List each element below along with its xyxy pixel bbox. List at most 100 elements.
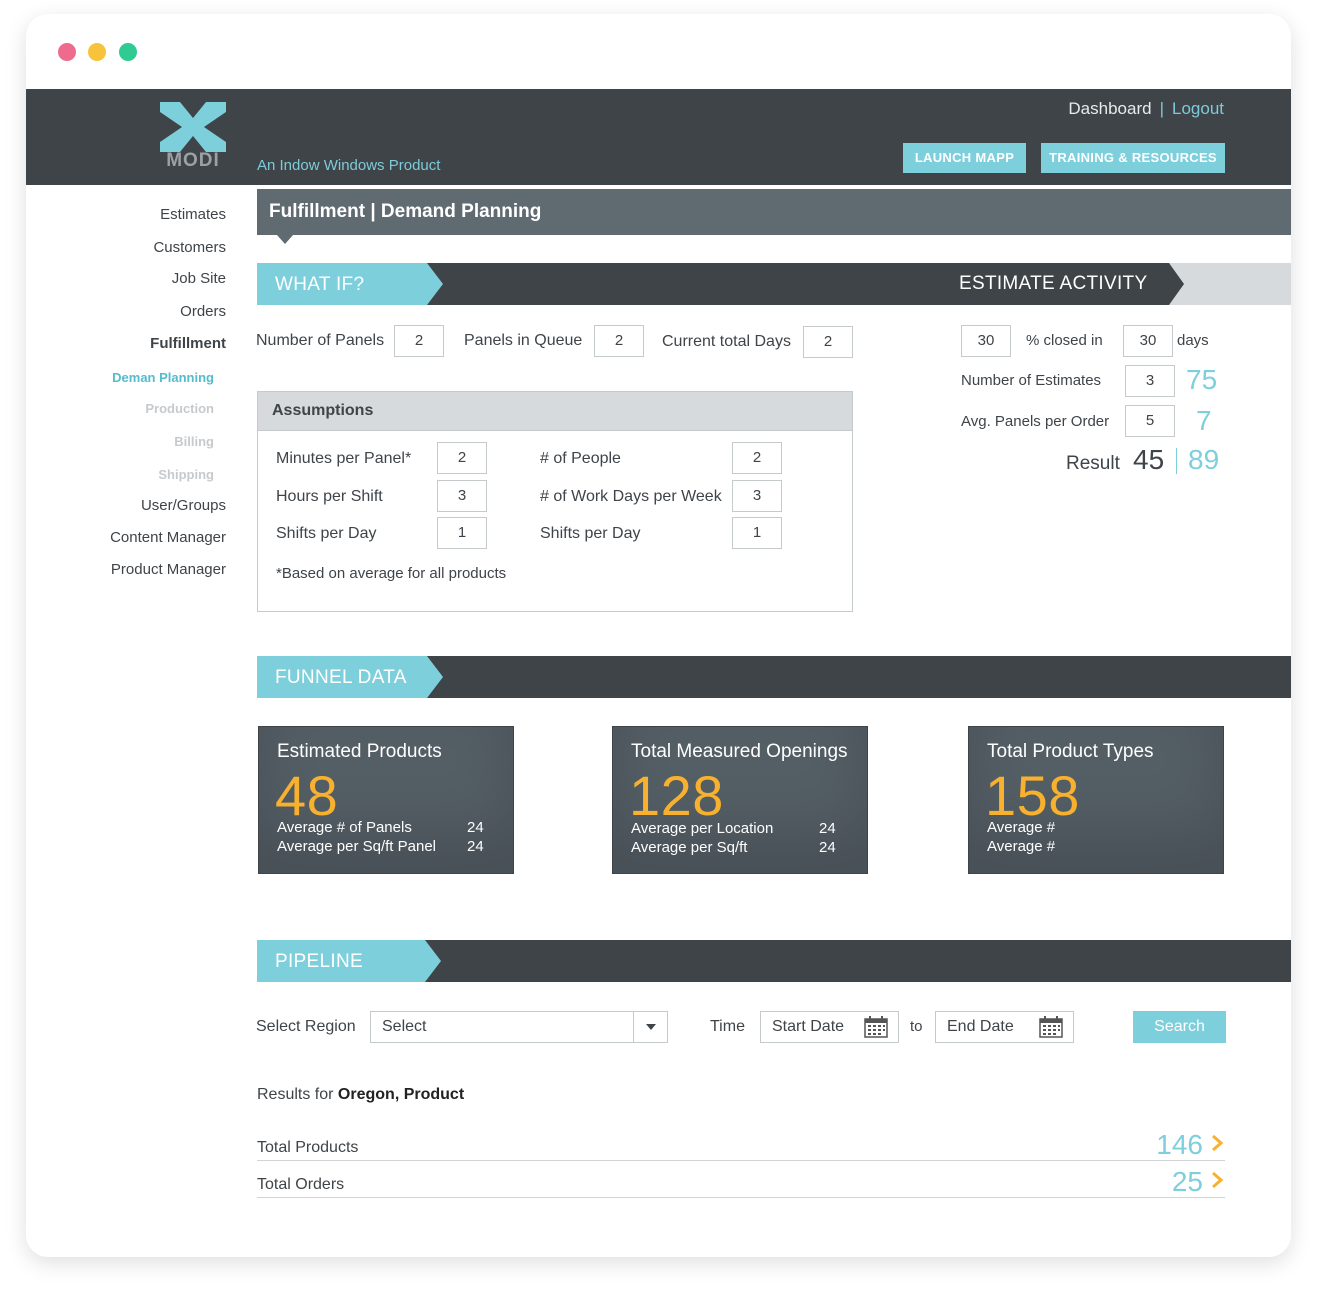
funnel-band: FUNNEL DATA	[257, 656, 1291, 698]
region-select-value: Select	[382, 1018, 427, 1035]
window-close-dot[interactable]	[58, 43, 76, 61]
shifts-per-day-input[interactable]: 1	[437, 517, 487, 549]
title-notch	[277, 235, 293, 244]
link-separator: |	[1159, 99, 1164, 118]
card-row-value: 24	[819, 839, 836, 856]
chevron-right-icon[interactable]	[1209, 1133, 1225, 1153]
pct-closed-input[interactable]: 30	[961, 325, 1011, 357]
result-value: 45	[1133, 444, 1165, 475]
modi-logo[interactable]: MODI	[160, 102, 226, 172]
card-row-value: 24	[467, 838, 484, 855]
launch-mapp-button[interactable]: LAUNCH MAPP	[903, 143, 1026, 173]
window-minimize-dot[interactable]	[88, 43, 106, 61]
card-row-label: Average per Sq/ft Panel	[277, 838, 436, 855]
chevron-right-icon[interactable]	[1209, 1170, 1225, 1190]
to-label: to	[910, 1018, 923, 1035]
window-maximize-dot[interactable]	[119, 43, 137, 61]
funnel-card-product-types[interactable]: Total Product Types 158 Average # Averag…	[968, 726, 1224, 874]
logo-wordmark: MODI	[166, 150, 220, 171]
card-row-value: 24	[819, 820, 836, 837]
sidebar-subitem-demand-planning[interactable]: Deman Planning	[112, 370, 214, 385]
work-days-input[interactable]: 3	[732, 480, 782, 512]
panels-in-queue-label: Panels in Queue	[464, 332, 583, 349]
result-row-total-orders[interactable]: Total Orders 25	[257, 1162, 1225, 1198]
sidebar-item-estimates[interactable]: Estimates	[160, 206, 226, 223]
result-row-label: Total Orders	[257, 1176, 345, 1193]
days-label: days	[1177, 332, 1209, 349]
sidebar-subitem-production[interactable]: Production	[145, 401, 214, 416]
card-number: 158	[985, 764, 1080, 827]
funnel-tab-tip	[427, 656, 443, 698]
panels-in-queue-input[interactable]: 2	[594, 325, 644, 357]
sidebar-item-job-site[interactable]: Job Site	[171, 270, 226, 287]
num-people-input[interactable]: 2	[732, 442, 782, 474]
shifts-per-day-2-input[interactable]: 1	[732, 517, 782, 549]
end-date-input[interactable]: End Date	[935, 1011, 1074, 1043]
result-row-total-products[interactable]: Total Products 146	[257, 1125, 1225, 1161]
top-header: MODI An Indow Windows Product Dashboard |…	[26, 89, 1291, 185]
avg-panels-result: 7	[1196, 405, 1212, 436]
avg-panels-input[interactable]: 5	[1125, 405, 1175, 437]
funnel-card-estimated-products[interactable]: Estimated Products 48 Average # of Panel…	[258, 726, 514, 874]
end-date-placeholder: End Date	[947, 1018, 1014, 1035]
result-label: Result	[1066, 453, 1120, 474]
days-input[interactable]: 30	[1123, 325, 1173, 357]
card-number: 128	[629, 764, 724, 827]
sidebar-item-customers[interactable]: Customers	[153, 239, 226, 256]
pipeline-band: PIPELINE	[257, 940, 1291, 982]
result-row-value: 25	[1171, 1166, 1203, 1197]
funnel-tab: FUNNEL DATA	[257, 656, 427, 698]
minutes-per-panel-input[interactable]: 2	[437, 442, 487, 474]
logout-link[interactable]: Logout	[1172, 99, 1224, 118]
card-title: Total Measured Openings	[631, 741, 848, 762]
hours-per-shift-label: Hours per Shift	[276, 488, 383, 505]
product-tagline: An Indow Windows Product	[257, 157, 441, 174]
result-divider	[1176, 448, 1177, 474]
card-title: Estimated Products	[277, 741, 442, 762]
number-of-panels-input[interactable]: 2	[394, 325, 444, 357]
select-divider	[633, 1012, 634, 1042]
training-resources-button[interactable]: TRAINING & RESOURCES	[1041, 143, 1225, 173]
card-row-label: Average # of Panels	[277, 819, 412, 836]
estimate-band-end	[1169, 263, 1291, 305]
whatif-tab-tip	[427, 263, 443, 305]
region-select[interactable]: Select	[370, 1011, 668, 1043]
funnel-card-measured-openings[interactable]: Total Measured Openings 128 Average per …	[612, 726, 868, 874]
search-button[interactable]: Search	[1133, 1011, 1226, 1043]
shifts-per-day-2-label: Shifts per Day	[540, 525, 641, 542]
result-teal-value: 89	[1188, 444, 1220, 475]
results-heading: Results for Oregon, Product	[257, 1086, 464, 1104]
pct-closed-label: % closed in	[1026, 332, 1103, 349]
sidebar-item-content-manager[interactable]: Content Manager	[110, 529, 226, 546]
calendar-icon[interactable]	[1039, 1016, 1063, 1038]
estimate-activity-tab: ESTIMATE ACTIVITY	[959, 273, 1148, 294]
sidebar-subitem-billing[interactable]: Billing	[174, 434, 214, 449]
sidebar-item-fulfillment[interactable]: Fulfillment	[150, 335, 226, 352]
dashboard-link[interactable]: Dashboard	[1068, 99, 1152, 118]
current-total-days-label: Current total Days	[662, 333, 791, 350]
assumptions-panel: Assumptions Minutes per Panel* 2 Hours p…	[257, 391, 853, 612]
result-row-value: 146	[1156, 1129, 1203, 1160]
results-prefix: Results for	[257, 1086, 338, 1103]
whatif-band: WHAT IF? ESTIMATE ACTIVITY	[257, 263, 1291, 305]
num-people-label: # of People	[540, 450, 621, 467]
card-row-label: Average per Location	[631, 820, 774, 837]
chevron-down-icon[interactable]	[646, 1024, 656, 1030]
card-title: Total Product Types	[987, 741, 1154, 762]
start-date-input[interactable]: Start Date	[760, 1011, 899, 1043]
card-number: 48	[275, 764, 339, 827]
num-estimates-input[interactable]: 3	[1125, 365, 1175, 397]
page-title-bar: Fulfillment | Demand Planning	[257, 189, 1291, 244]
num-estimates-result: 75	[1186, 364, 1218, 395]
current-total-days-input[interactable]: 2	[803, 326, 853, 358]
calendar-icon[interactable]	[864, 1016, 888, 1038]
sidebar-item-product-manager[interactable]: Product Manager	[110, 561, 226, 578]
card-row-value: 24	[467, 819, 484, 836]
work-days-label: # of Work Days per Week	[540, 488, 722, 505]
app-window: MODI An Indow Windows Product Dashboard |…	[26, 14, 1291, 1257]
sidebar-subitem-shipping[interactable]: Shipping	[158, 467, 214, 482]
sidebar-item-orders[interactable]: Orders	[180, 303, 226, 320]
select-region-label: Select Region	[256, 1018, 356, 1035]
sidebar-item-user-groups[interactable]: User/Groups	[140, 497, 226, 514]
hours-per-shift-input[interactable]: 3	[437, 480, 487, 512]
